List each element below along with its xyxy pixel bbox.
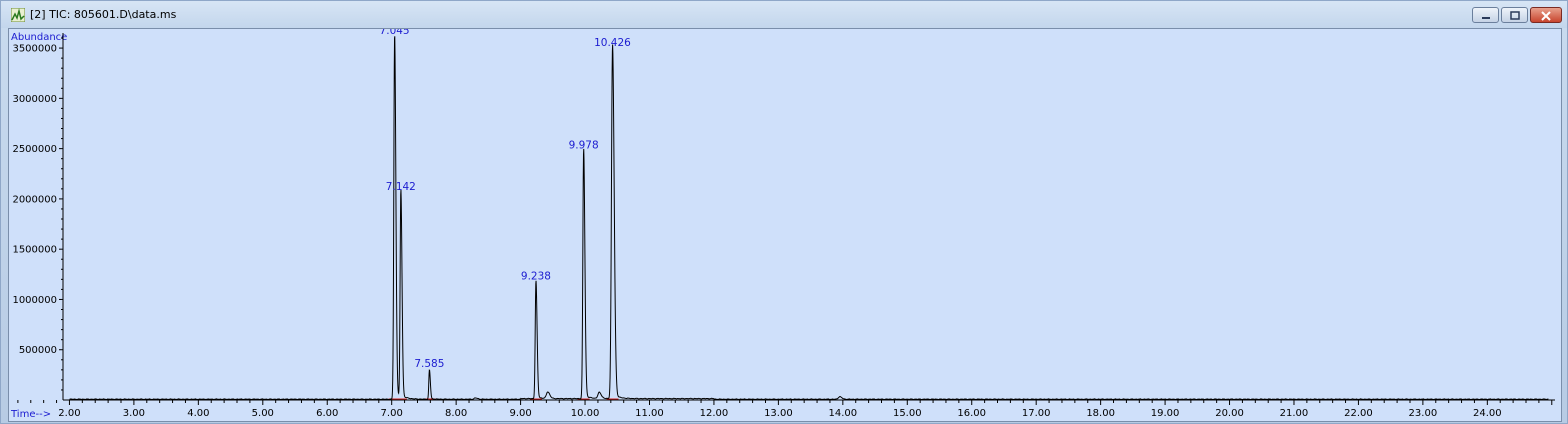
x-tick-label: 10.00 [571,408,600,419]
x-tick-label: 13.00 [764,408,793,419]
y-tick-label: 1000000 [12,295,57,306]
x-tick-label: 18.00 [1086,408,1115,419]
minimize-button[interactable] [1472,7,1499,23]
x-tick-label: 15.00 [893,408,922,419]
chromatogram-chart: Abundance Time--> 500000 1000000 1500000 20… [10,29,1555,420]
window-title: [2] TIC: 805601.D\data.ms [30,8,177,21]
x-tick-label: 7.00 [381,408,403,419]
x-tick-label: 16.00 [957,408,986,419]
x-tick-label: 21.00 [1280,408,1309,419]
x-tick-label: 14.00 [829,408,858,419]
x-axis-label: Time--> [10,409,51,420]
peak-label: 9.238 [521,270,551,282]
peak-label: 9.978 [569,140,599,152]
peak-label: 7.585 [414,358,444,370]
y-axis-label: Abundance [11,32,67,43]
x-tick-label: 5.00 [252,408,274,419]
x-tick-label: 9.00 [509,408,531,419]
y-tick-label: 3500000 [12,44,57,55]
y-tick-label: 500000 [19,345,57,356]
title-bar[interactable]: [2] TIC: 805601.D\data.ms [1,1,1567,28]
y-tick-label: 2500000 [12,144,57,155]
y-tick-label: 2000000 [12,194,57,205]
x-tick-label: 3.00 [123,408,145,419]
x-tick-label: 20.00 [1215,408,1244,419]
peak-label: 7.045 [380,29,410,37]
x-tick-label: 24.00 [1473,408,1502,419]
x-tick-label: 19.00 [1151,408,1180,419]
chromatogram-icon [11,8,25,22]
close-button[interactable] [1530,7,1562,23]
peak-label: 10.426 [594,37,631,49]
minimize-icon [1482,17,1490,19]
y-tick-label: 1500000 [12,245,57,256]
plot-area[interactable]: Abundance Time--> 500000 1000000 1500000 20… [8,28,1562,422]
x-tick-label: 4.00 [187,408,209,419]
restore-icon [1510,11,1520,20]
peak-label: 7.142 [386,181,416,193]
x-tick-label: 22.00 [1344,408,1373,419]
x-tick-label: 8.00 [445,408,467,419]
tic-trace [69,36,1549,401]
x-tick-label: 6.00 [316,408,338,419]
x-tick-label: 23.00 [1409,408,1438,419]
x-tick-label: 2.00 [58,408,80,419]
restore-button[interactable] [1501,7,1528,23]
x-tick-label: 11.00 [635,408,664,419]
x-tick-label: 17.00 [1022,408,1051,419]
x-tick-label: 12.00 [700,408,729,419]
close-icon [1541,11,1551,21]
y-tick-label: 3000000 [12,94,57,105]
